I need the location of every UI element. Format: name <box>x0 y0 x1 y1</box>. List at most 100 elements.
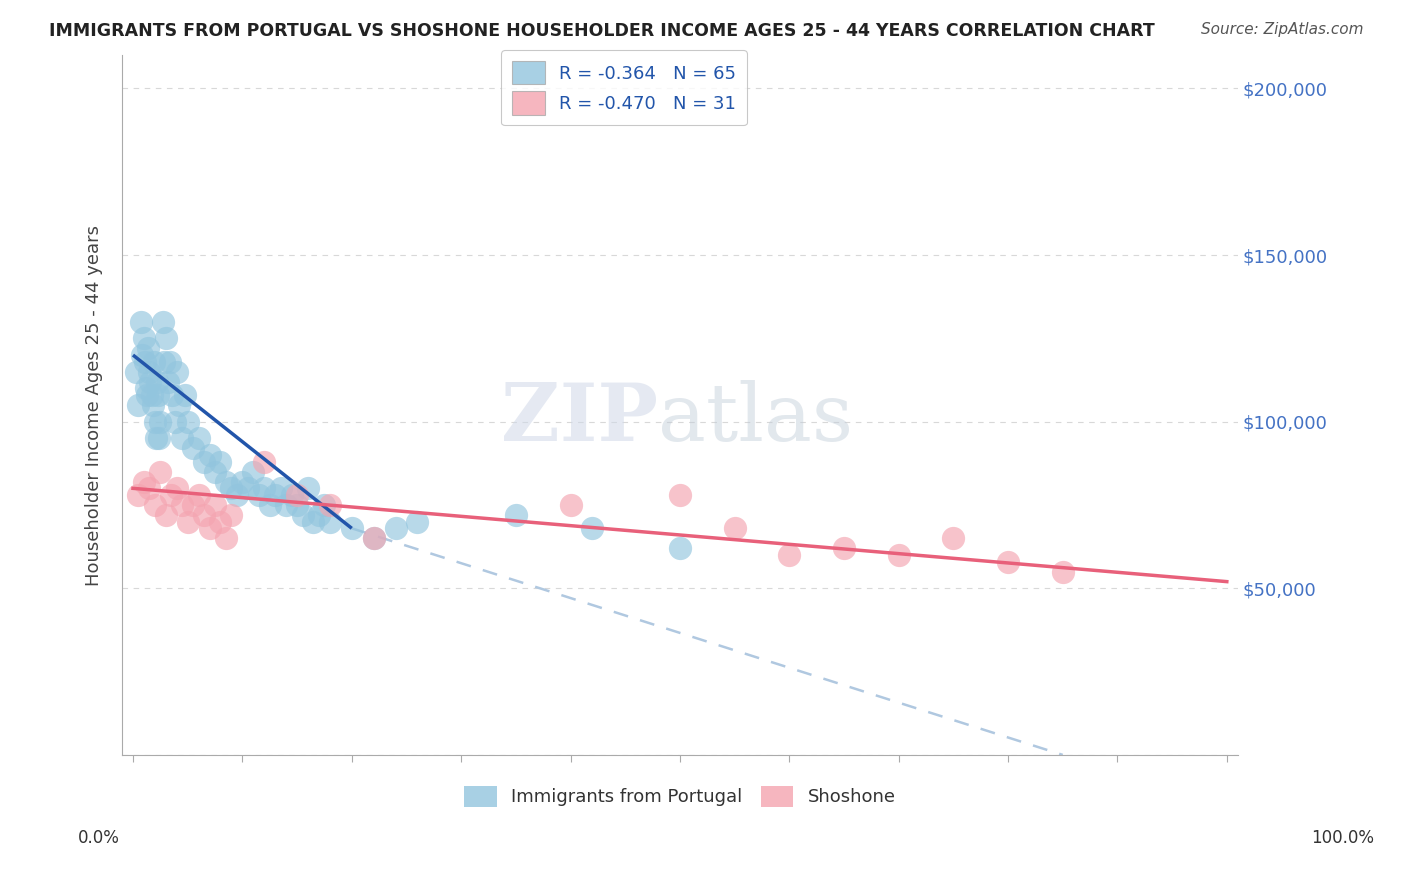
Point <box>172 498 194 512</box>
Point <box>319 498 342 512</box>
Text: atlas: atlas <box>658 380 852 458</box>
Point <box>285 498 308 512</box>
Point <box>215 475 238 489</box>
Point <box>669 488 692 502</box>
Point <box>276 498 298 512</box>
Point <box>162 388 184 402</box>
Point <box>132 475 155 489</box>
Text: ZIP: ZIP <box>501 380 658 458</box>
Point <box>204 498 226 512</box>
Point <box>669 541 692 556</box>
Point <box>176 415 198 429</box>
Point <box>138 365 160 379</box>
Point <box>581 521 603 535</box>
Point <box>136 388 159 402</box>
Point <box>125 365 148 379</box>
Point <box>134 354 156 368</box>
Point <box>181 498 204 512</box>
Point <box>560 498 582 512</box>
Point <box>225 488 247 502</box>
Point <box>181 442 204 456</box>
Point <box>193 508 215 522</box>
Point <box>139 375 162 389</box>
Point <box>887 548 910 562</box>
Point <box>187 431 209 445</box>
Point <box>314 498 336 512</box>
Point <box>1052 565 1074 579</box>
Point <box>149 415 172 429</box>
Point <box>131 348 153 362</box>
Point <box>236 481 259 495</box>
Point <box>997 555 1019 569</box>
Point <box>141 388 163 402</box>
Point <box>152 354 174 368</box>
Point <box>129 315 152 329</box>
Point <box>152 315 174 329</box>
Point <box>163 415 186 429</box>
Point <box>247 488 270 502</box>
Point <box>363 531 385 545</box>
Point <box>406 515 429 529</box>
Point <box>204 465 226 479</box>
Point <box>302 515 325 529</box>
Point <box>221 508 243 522</box>
Point <box>159 354 181 368</box>
Point <box>166 365 188 379</box>
Y-axis label: Householder Income Ages 25 - 44 years: Householder Income Ages 25 - 44 years <box>86 225 103 585</box>
Point <box>146 375 169 389</box>
Point <box>264 488 287 502</box>
Point <box>209 515 232 529</box>
Point <box>176 515 198 529</box>
Point <box>187 488 209 502</box>
Text: IMMIGRANTS FROM PORTUGAL VS SHOSHONE HOUSEHOLDER INCOME AGES 25 - 44 YEARS CORRE: IMMIGRANTS FROM PORTUGAL VS SHOSHONE HOU… <box>49 22 1154 40</box>
Point <box>156 375 179 389</box>
Point <box>942 531 965 545</box>
Point <box>172 431 194 445</box>
Point <box>209 455 232 469</box>
Point <box>149 465 172 479</box>
Point <box>174 388 197 402</box>
Point <box>832 541 855 556</box>
Point <box>221 481 243 495</box>
Point <box>193 455 215 469</box>
Point <box>384 521 406 535</box>
Point <box>142 354 165 368</box>
Point <box>135 381 157 395</box>
Point <box>127 398 149 412</box>
Point <box>253 481 276 495</box>
Point <box>198 448 221 462</box>
Point <box>280 488 302 502</box>
Point <box>148 431 170 445</box>
Point <box>167 398 190 412</box>
Point <box>505 508 527 522</box>
Point <box>143 415 166 429</box>
Point <box>166 481 188 495</box>
Point <box>285 488 308 502</box>
Point <box>242 465 264 479</box>
Point <box>155 331 177 345</box>
Point <box>136 342 159 356</box>
Point <box>143 498 166 512</box>
Point <box>723 521 745 535</box>
Point <box>319 515 342 529</box>
Point <box>146 388 169 402</box>
Point <box>308 508 330 522</box>
Point <box>363 531 385 545</box>
Point <box>259 498 281 512</box>
Point <box>291 508 314 522</box>
Text: 0.0%: 0.0% <box>77 829 120 847</box>
Point <box>145 431 167 445</box>
Point <box>160 488 183 502</box>
Point <box>270 481 292 495</box>
Point <box>297 481 319 495</box>
Point <box>132 331 155 345</box>
Point <box>138 481 160 495</box>
Point <box>231 475 253 489</box>
Point <box>142 398 165 412</box>
Point <box>127 488 149 502</box>
Point <box>155 508 177 522</box>
Point <box>340 521 363 535</box>
Point <box>215 531 238 545</box>
Legend: Immigrants from Portugal, Shoshone: Immigrants from Portugal, Shoshone <box>456 777 904 816</box>
Point <box>778 548 800 562</box>
